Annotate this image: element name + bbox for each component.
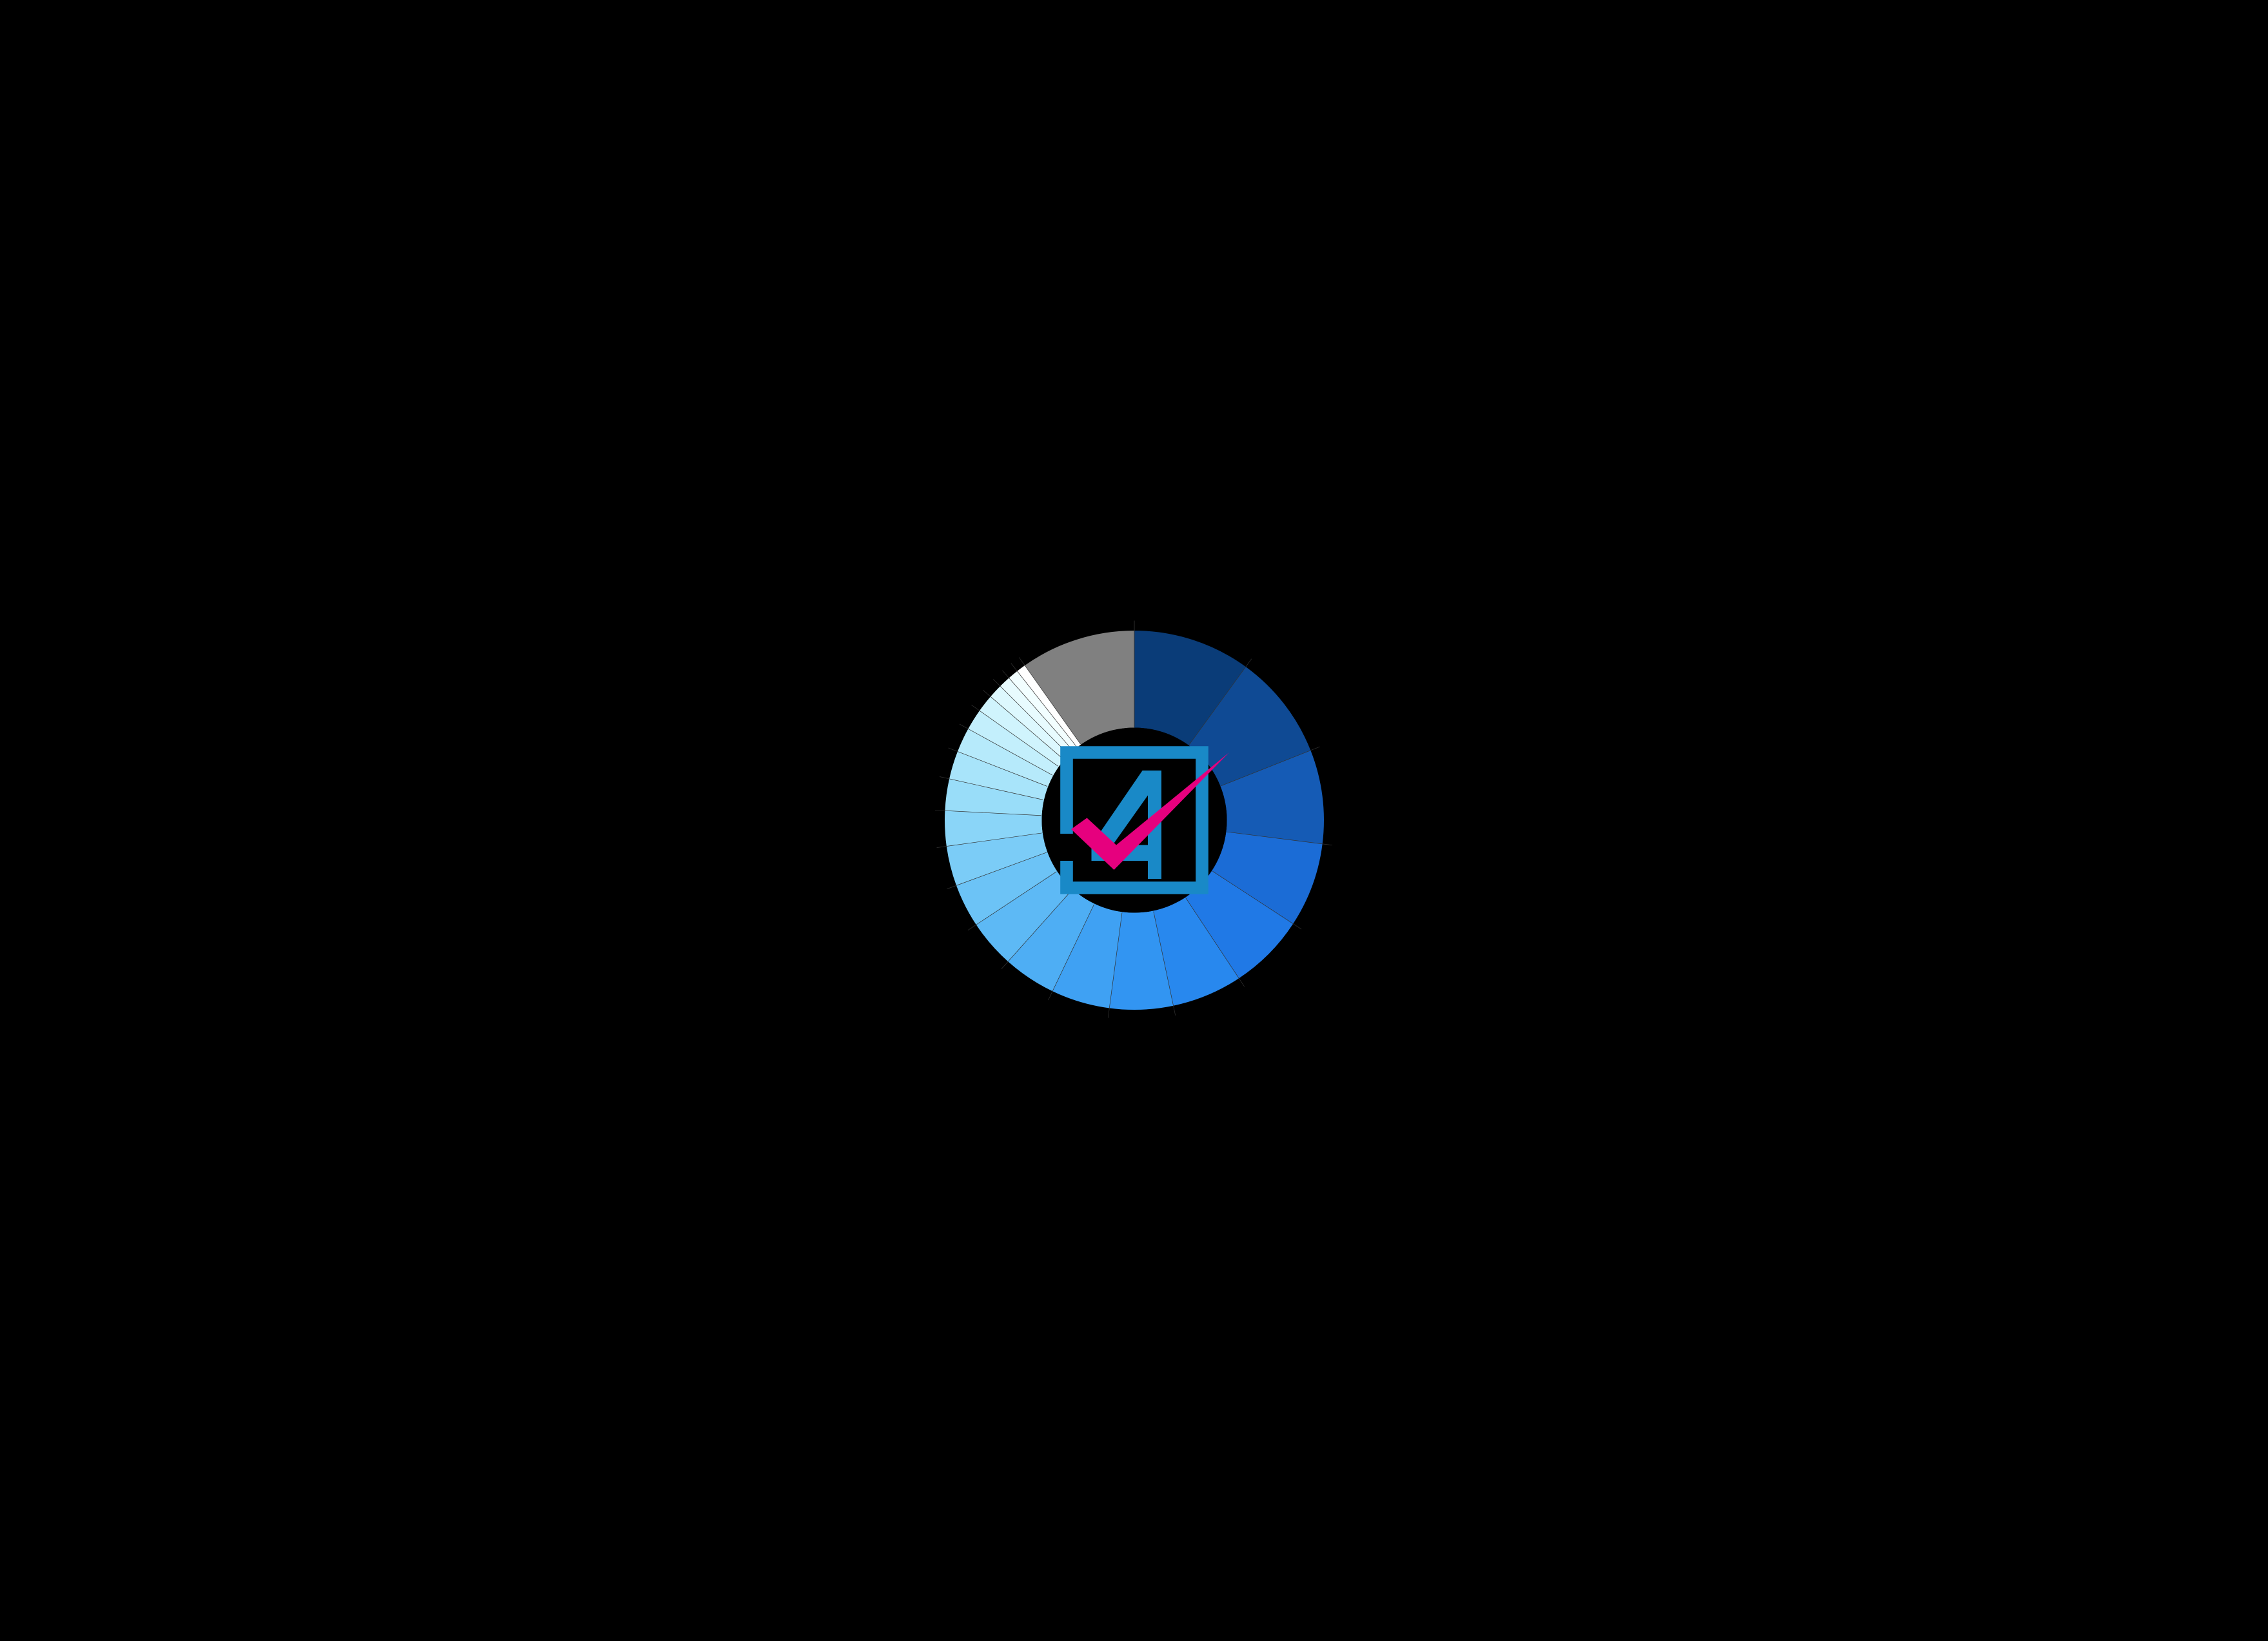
donut-chart <box>909 594 1360 1046</box>
chart-stage <box>683 494 1586 1147</box>
